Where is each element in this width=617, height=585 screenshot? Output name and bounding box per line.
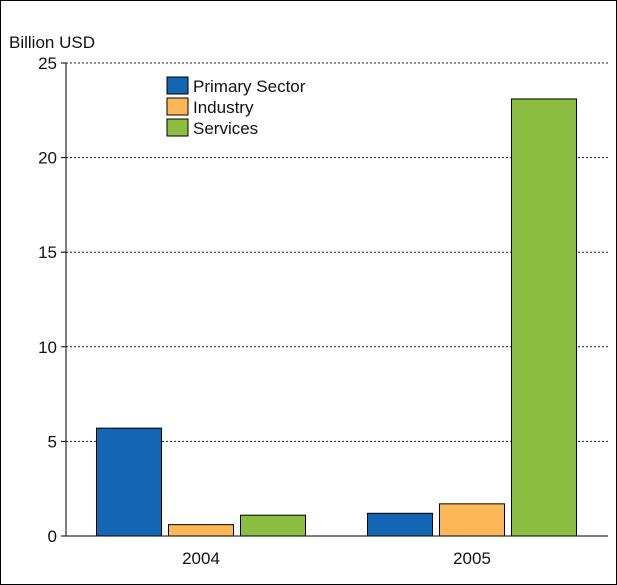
x-tick-label: 2005 <box>453 549 491 568</box>
bar-services-2004 <box>240 514 306 537</box>
y-tick-label: 5 <box>48 432 57 451</box>
legend-label: Services <box>193 119 258 138</box>
bar-primary-sector-2005 <box>367 512 433 537</box>
y-tick-label: 20 <box>38 149 57 168</box>
legend-swatch <box>166 76 189 95</box>
y-axis-title: Billion USD <box>9 33 95 52</box>
legend-label: Primary Sector <box>193 77 306 96</box>
bar-industry-2005 <box>439 503 505 537</box>
bars <box>96 98 577 537</box>
bar-services-2005 <box>511 98 577 537</box>
y-tick-label: 0 <box>48 527 57 546</box>
x-tick-labels: 2004 2005 <box>182 549 491 568</box>
legend-swatch <box>166 118 189 137</box>
gridlines <box>61 62 608 537</box>
legend-label: Industry <box>193 98 254 117</box>
bar-industry-2004 <box>168 524 234 537</box>
x-tick-label: 2004 <box>182 549 220 568</box>
y-tick-labels: 0 5 10 15 20 25 <box>38 54 57 546</box>
legend: Primary Sector Industry Services <box>166 76 306 138</box>
y-tick-label: 15 <box>38 243 57 262</box>
y-tick-label: 10 <box>38 338 57 357</box>
y-tick-label: 25 <box>38 54 57 73</box>
legend-swatch <box>166 97 189 116</box>
bar-primary-sector-2004 <box>96 427 162 537</box>
